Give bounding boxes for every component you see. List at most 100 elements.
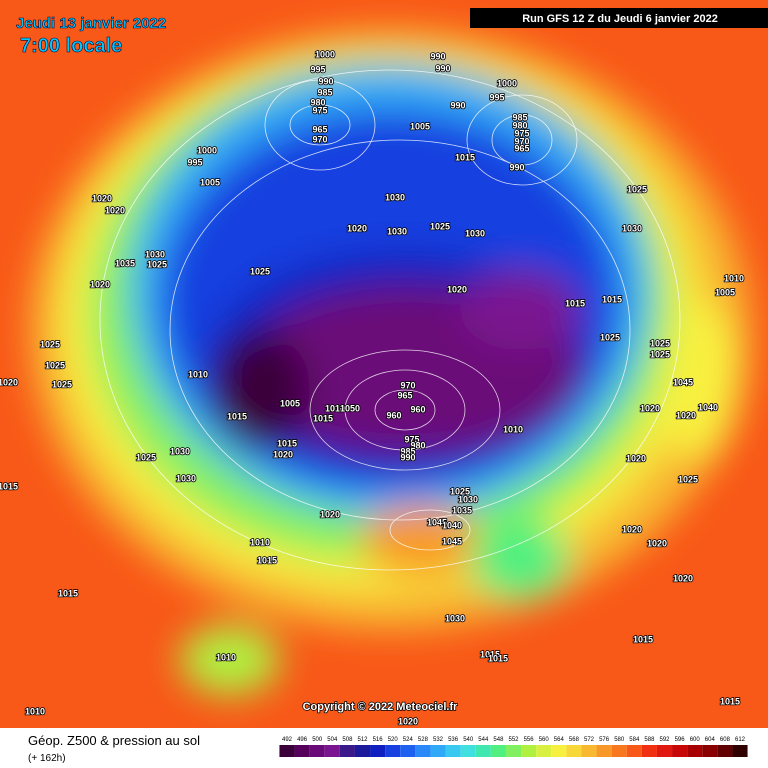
colorbar-tick-label: 588 [644, 737, 655, 743]
isobar-label: 1015 [480, 649, 500, 659]
isobar-label: 1015 [720, 696, 740, 706]
colorbar-swatch [505, 745, 522, 757]
isobar-label: 1025 [136, 452, 156, 462]
colorbar-tick-label: 584 [629, 737, 640, 743]
isobar-label: 1025 [600, 332, 620, 342]
colorbar-tick-label: 612 [735, 737, 746, 743]
isobar-label: 1010 [250, 537, 270, 547]
isobar-label: 1030 [458, 494, 478, 504]
isobar-label: 1025 [250, 266, 270, 276]
isobar-label: 1030 [387, 226, 407, 236]
colorbar-swatch [687, 745, 703, 757]
isobar-label: 1010 [25, 706, 45, 716]
isobar-label: 1030 [170, 446, 190, 456]
isobar-label: 1025 [147, 259, 167, 269]
colorbar-swatch [581, 745, 597, 757]
isobar-label: 1015 [565, 298, 585, 308]
isobar-label: 1015 [633, 634, 653, 644]
colorbar-tick-label: 492 [282, 737, 293, 743]
colorbar-swatch [430, 745, 446, 757]
isobar-label: 1020 [626, 453, 646, 463]
isobar-label: 960 [386, 410, 401, 420]
isobar-label: 975 [312, 105, 327, 115]
isobar-label: 1015 [0, 481, 18, 491]
colorbar-swatch [626, 745, 642, 757]
isobar-label: 995 [489, 92, 504, 102]
isobar-label: 1025 [45, 360, 65, 370]
isobar-label: 985 [317, 87, 332, 97]
isobar-label: 1025 [430, 221, 450, 231]
isobar-label: 1045 [427, 517, 447, 527]
isobar-label: 1020 [676, 410, 696, 420]
colorbar-swatch [370, 745, 386, 757]
isobar-label: 965 [514, 143, 529, 153]
colorbar-swatch [566, 745, 582, 757]
isobar-label: 970 [514, 136, 529, 146]
colorbar: 492 496 500 504 508 512 516 520 524 528 532 536 540 5… [279, 737, 748, 757]
isobar-label: 1045 [673, 377, 693, 387]
colorbar-tick-label: 500 [312, 737, 323, 743]
colorbar-tick-label: 532 [433, 737, 444, 743]
isobar-label: 1030 [622, 223, 642, 233]
isobar-label: 1050 [340, 403, 360, 413]
isobar-label: 965 [397, 390, 412, 400]
colorbar-tick-label: 580 [614, 737, 625, 743]
colorbar-tick-label: 544 [478, 737, 489, 743]
isobar-label: 1015 [602, 294, 622, 304]
colorbar-swatch [415, 745, 431, 757]
colorbar-tick-label: 564 [554, 737, 565, 743]
isobar-label: 990 [318, 76, 333, 86]
isobar-label: 1010 [724, 273, 744, 283]
isobar-label: 1025 [52, 379, 72, 389]
colorbar-tick-label: 568 [569, 737, 580, 743]
geopotential-field [0, 0, 768, 728]
isobar-label: 995 [310, 64, 325, 74]
isobar-label: 1010 [503, 424, 523, 434]
isobar-label: 1025 [40, 339, 60, 349]
isobar-label: 1020 [90, 279, 110, 289]
isobar-label: 985 [512, 112, 527, 122]
isobar-label: 1040 [698, 402, 718, 412]
colorbar-tick-label: 576 [599, 737, 610, 743]
colorbar-tick-label: 528 [418, 737, 429, 743]
colorbar-tick-label: 548 [493, 737, 504, 743]
isobar-label: 975 [404, 434, 419, 444]
colorbar-swatch [475, 745, 491, 757]
isobar-label: 1030 [465, 228, 485, 238]
colorbar-swatch [294, 745, 310, 757]
colorbar-tick-label: 604 [705, 737, 716, 743]
isobar-label: 1020 [105, 205, 125, 215]
isobar-label: 1030 [176, 473, 196, 483]
colorbar-swatch [460, 745, 476, 757]
isobar-label: 980 [310, 97, 325, 107]
isobar-label: 1025 [650, 338, 670, 348]
isobar-label: 1030 [385, 192, 405, 202]
isobar-label: 1015 [277, 438, 297, 448]
isobar-label: 1015 [257, 555, 277, 565]
isobar-label: 1035 [452, 505, 472, 515]
isobar-label: 1015 [227, 411, 247, 421]
colorbar-swatch [551, 745, 567, 757]
isobar-label: 1005 [410, 121, 430, 131]
isobar-label: 1020 [673, 573, 693, 583]
isobar-label: 990 [450, 100, 465, 110]
isobar-label: 1020 [640, 403, 660, 413]
colorbar-tick-label: 572 [584, 737, 595, 743]
isobar-label: 1005 [715, 287, 735, 297]
forecast-date: Jeudi 13 janvier 2022 [16, 15, 166, 32]
colorbar-swatch [324, 745, 340, 757]
isobar-label: 1045 [442, 536, 462, 546]
isobar-label: 1005 [200, 177, 220, 187]
isobar-label: 1020 [447, 284, 467, 294]
colorbar-swatch [672, 745, 688, 757]
isobar-label: 990 [400, 452, 415, 462]
isobar-label: 990 [435, 63, 450, 73]
colorbar-tick-label: 496 [297, 737, 308, 743]
isobar-label: 1025 [450, 486, 470, 496]
isobar-label: 1015 [488, 653, 508, 663]
isobar-label: 1010 [216, 652, 236, 662]
isobar-label: 1020 [92, 193, 112, 203]
colorbar-swatch [339, 745, 355, 757]
